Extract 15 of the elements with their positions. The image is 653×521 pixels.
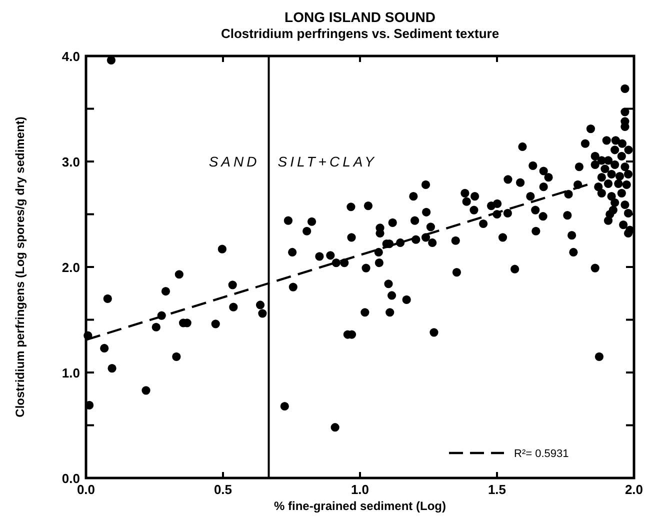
y-tick-label: 2.0 [62,260,80,275]
chart-title: LONG ISLAND SOUND [284,9,436,25]
x-tick-label: 1.0 [350,482,370,497]
y-tick-label: 1.0 [62,366,80,380]
annotation: SAND [208,154,260,170]
x-tick-label: 1.5 [488,482,506,497]
chart-subtitle: Clostridium perfringens vs. Sediment texture [220,26,500,41]
x-tick-label: 0.5 [214,482,232,497]
x-axis-title: % fine-grained sediment (Log) [274,499,446,513]
annotation: SILT+CLAY [278,154,378,170]
y-tick-label: 3.0 [62,154,80,170]
legend-label: R²= 0.5931 [514,448,569,460]
y-axis-title: Clostridium perfringens (Log spores/g dry sediment) [13,116,27,418]
x-tick-label: 2.0 [624,482,644,497]
y-tick-label: 4.0 [62,49,80,64]
